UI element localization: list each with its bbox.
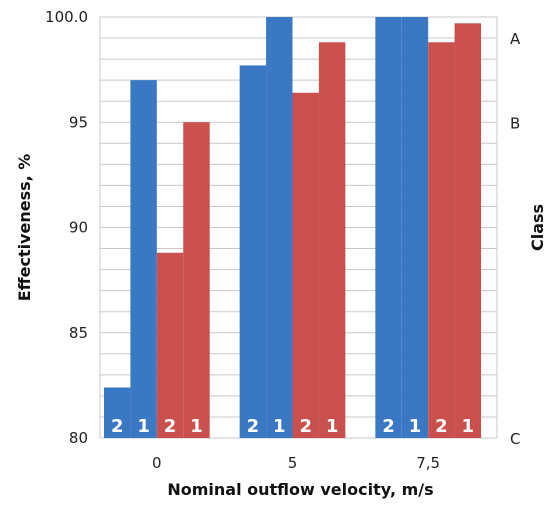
x-tick-labels: 0 5 7,5 [152,454,440,472]
bar-series-label: 1 [409,416,422,437]
y-tick-label: 85 [69,324,88,342]
bar-series-label: 2 [164,416,177,437]
bar [183,122,210,438]
x-tick-label: 5 [288,454,298,472]
class-tick-label: B [510,114,520,132]
bar-series-label: 1 [190,416,203,437]
bar [401,17,429,438]
bar-series-label: 2 [247,416,260,437]
class-tick-label: A [510,30,521,48]
y-tick-label: 100.0 [45,8,88,26]
bar [292,92,319,438]
bar-series-label: 1 [137,416,150,437]
y-axis-label: Effectiveness, % [15,154,34,302]
bar-series-label: 1 [462,416,475,437]
secondary-y-axis-label: Class [528,204,547,251]
bar [454,23,481,438]
bar-series-label: 2 [382,416,395,437]
bar [130,80,157,439]
x-axis-label: Nominal outflow velocity, m/s [167,480,433,499]
class-tick-labels: A B C [510,30,521,448]
bar [318,42,346,438]
class-tick-label: C [510,430,520,448]
y-tick-labels: 80 85 90 95 100.0 [45,8,88,447]
bar-series-label: 2 [435,416,448,437]
bar [104,387,131,438]
bar-series-label: 2 [299,416,312,437]
bar-series-label: 1 [273,416,286,437]
bar [375,17,402,438]
bar [266,17,293,438]
bar [428,42,455,438]
y-tick-label: 80 [69,429,88,447]
x-tick-label: 0 [152,454,162,472]
x-tick-label: 7,5 [416,454,440,472]
y-tick-label: 95 [69,113,88,131]
bar-series-label: 1 [326,416,339,437]
y-tick-label: 90 [69,219,88,237]
bar [156,252,184,438]
bar [239,65,267,438]
bars [104,17,481,439]
bar-series-label: 2 [111,416,124,437]
